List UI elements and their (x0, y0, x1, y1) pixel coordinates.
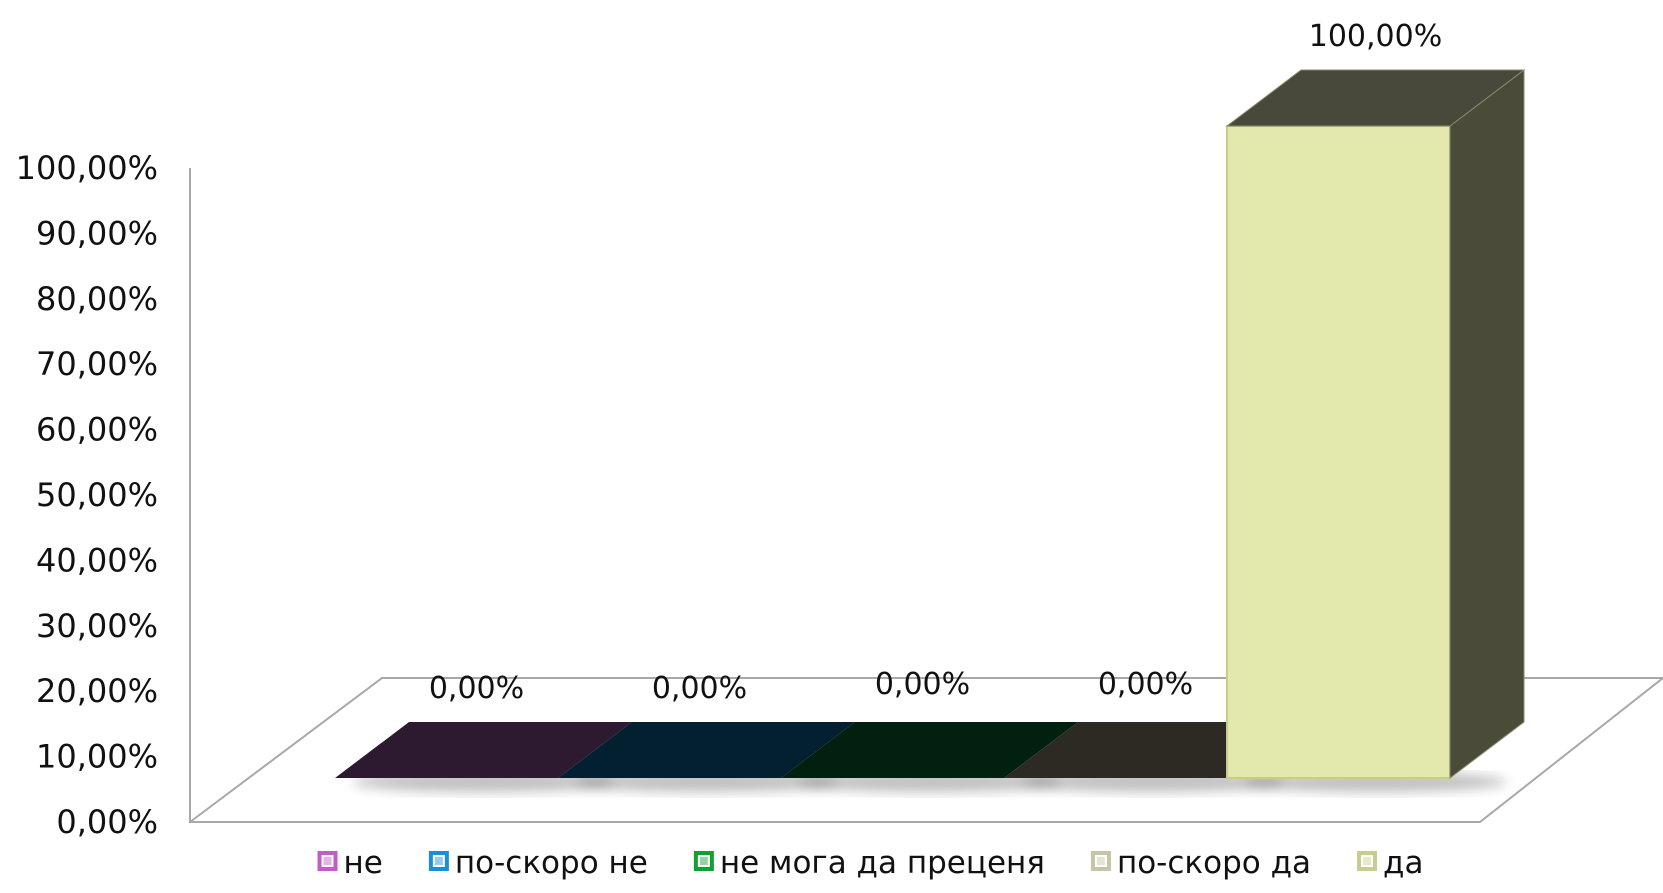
bars (335, 68, 1526, 792)
legend-swatch-inner (1363, 857, 1372, 865)
legend-label: по-скоро да (1117, 845, 1311, 881)
bar-top (1225, 69, 1526, 127)
data-label: 0,00% (429, 671, 524, 706)
y-tick-label: 10,00% (36, 738, 158, 776)
y-tick-label: 20,00% (36, 672, 158, 710)
bar-top (781, 722, 1078, 778)
y-axis: 0,00% 10,00% 20,00% 30,00% 40,00% 50,00% 60,00… (16, 149, 158, 841)
bar (1225, 68, 1526, 792)
legend-label: по-скоро не (455, 845, 648, 881)
legend-label: не мога да преценя (720, 845, 1045, 881)
legend-label: да (1383, 845, 1423, 881)
y-tick-label: 40,00% (36, 541, 158, 579)
y-tick-label: 30,00% (36, 607, 158, 645)
data-label: 0,00% (1098, 667, 1193, 702)
bar-top (558, 722, 855, 778)
bar (781, 722, 1078, 792)
y-tick-label: 60,00% (36, 411, 158, 449)
legend-swatch-inner (1096, 857, 1105, 865)
data-label: 0,00% (652, 671, 747, 706)
legend-swatch (1357, 851, 1378, 871)
legend-swatch (428, 851, 449, 871)
y-tick-label: 100,00% (16, 149, 158, 187)
bar (558, 722, 855, 792)
legend-swatch (317, 851, 338, 871)
y-tick-label: 50,00% (36, 476, 158, 514)
data-label: 100,00% (1309, 19, 1442, 54)
y-tick-label: 70,00% (36, 345, 158, 383)
bar-front (1226, 125, 1451, 779)
legend-swatch (693, 851, 714, 871)
legend-swatch-inner (323, 857, 332, 865)
y-tick-label: 90,00% (36, 214, 158, 252)
bar-side (1449, 68, 1525, 780)
data-label: 0,00% (875, 667, 970, 702)
legend-label: не (344, 845, 383, 881)
bar (335, 722, 632, 792)
legend-swatch (1090, 851, 1111, 871)
y-tick-label: 80,00% (36, 280, 158, 318)
bar-top (335, 722, 632, 778)
axis-wall-line (189, 168, 1663, 823)
legend: не по-скоро не не мога да преценя по-скоро … (317, 845, 1423, 881)
y-tick-label: 0,00% (56, 803, 158, 841)
legend-swatch-inner (434, 857, 443, 865)
legend-swatch-inner (699, 857, 708, 865)
data-labels: 0,00% 0,00% 0,00% 0,00% 100,00% (429, 19, 1442, 706)
